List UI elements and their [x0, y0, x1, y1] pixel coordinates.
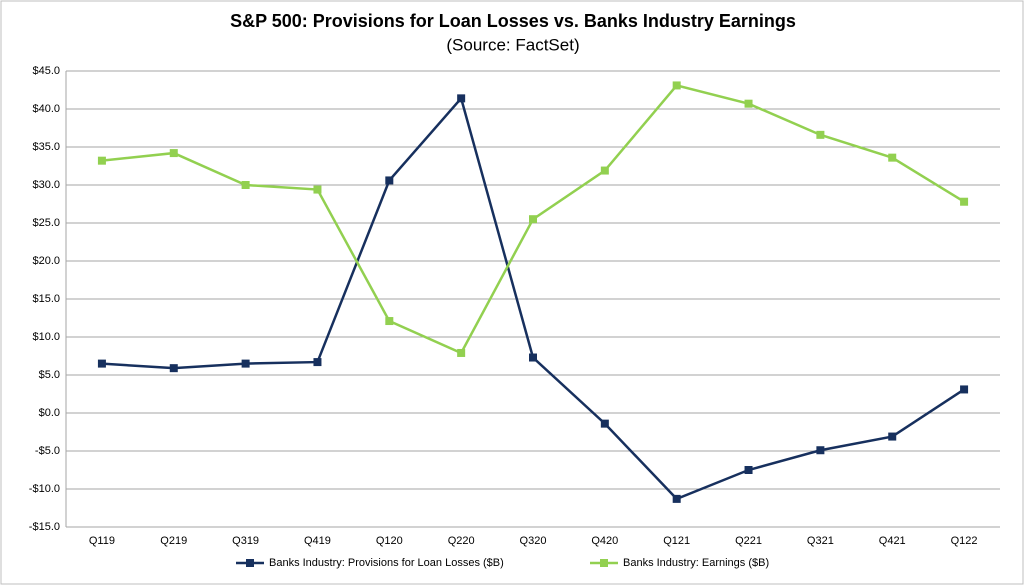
x-tick-label: Q221: [735, 535, 762, 547]
x-tick-label: Q220: [448, 535, 475, 547]
data-point: [385, 176, 394, 185]
data-point: [744, 99, 753, 108]
legend-marker: [246, 559, 254, 567]
legend-marker: [600, 559, 608, 567]
y-tick-label: -$10.0: [29, 483, 60, 495]
data-point: [529, 215, 537, 224]
chart-title: S&P 500: Provisions for Loan Losses vs. …: [230, 11, 796, 31]
x-tick-label: Q421: [879, 535, 906, 547]
x-tick-label: Q120: [376, 535, 403, 547]
data-point: [313, 185, 322, 194]
legend-label: Banks Industry: Earnings ($B): [623, 557, 769, 569]
data-point: [241, 181, 250, 189]
y-tick-label: $40.0: [32, 103, 60, 115]
x-tick-label: Q419: [304, 535, 331, 547]
data-point: [529, 353, 537, 362]
data-point: [816, 446, 825, 455]
data-point: [313, 358, 322, 367]
x-tick-label: Q320: [520, 535, 547, 547]
chart-subtitle: (Source: FactSet): [446, 35, 579, 54]
y-tick-label: $10.0: [32, 331, 60, 343]
x-tick-label: Q122: [951, 535, 978, 547]
y-tick-label: $20.0: [32, 255, 60, 267]
x-tick-label: Q319: [232, 535, 259, 547]
y-tick-label: $5.0: [39, 369, 60, 381]
x-tick-label: Q119: [89, 535, 115, 547]
data-point: [600, 166, 609, 175]
data-point: [600, 419, 609, 428]
data-point: [97, 359, 106, 368]
data-point: [169, 149, 178, 158]
y-tick-label: -$5.0: [35, 445, 60, 457]
y-tick-label: $35.0: [32, 141, 60, 153]
data-point: [960, 385, 969, 394]
y-tick-label: $25.0: [32, 217, 60, 229]
data-point: [169, 364, 178, 373]
data-point: [385, 317, 394, 326]
data-point: [816, 130, 825, 139]
x-tick-label: Q420: [591, 535, 618, 547]
data-point: [960, 197, 969, 206]
y-tick-label: $30.0: [32, 179, 60, 191]
y-tick-label: $0.0: [39, 407, 60, 419]
data-point: [241, 359, 250, 368]
data-point: [457, 348, 466, 357]
data-point: [97, 156, 106, 165]
data-point: [672, 81, 681, 90]
data-point: [744, 466, 753, 474]
y-tick-label: $15.0: [32, 293, 60, 305]
y-tick-label: $45.0: [32, 65, 60, 77]
data-point: [888, 432, 897, 441]
data-point: [457, 94, 466, 103]
legend-label: Banks Industry: Provisions for Loan Loss…: [269, 557, 504, 569]
x-tick-label: Q121: [663, 535, 690, 547]
x-tick-label: Q219: [160, 535, 187, 547]
x-tick-label: Q321: [807, 535, 834, 547]
y-tick-label: -$15.0: [29, 521, 60, 533]
data-point: [672, 494, 681, 503]
data-point: [888, 153, 897, 162]
